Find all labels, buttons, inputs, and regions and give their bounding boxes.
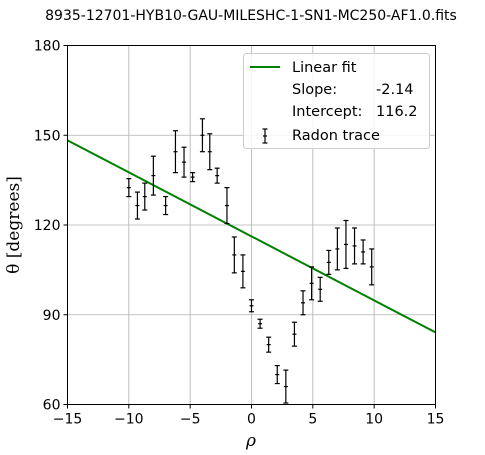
data-point-28 — [369, 248, 375, 286]
points-layer — [126, 118, 375, 404]
data-point-5 — [172, 130, 178, 174]
data-point-25 — [343, 219, 349, 269]
data-point-17 — [274, 365, 280, 385]
data-point-9 — [207, 133, 213, 171]
x-tick-label-0: −15 — [53, 412, 83, 428]
data-point-10 — [214, 167, 220, 184]
data-point-3 — [150, 155, 156, 196]
legend: Linear fit Slope: -2.14 Intercept: 116.2… — [243, 53, 430, 149]
data-point-22 — [317, 276, 323, 302]
y-tick-label-4: 180 — [34, 39, 61, 55]
legend-fit-label: Linear fit — [292, 60, 357, 76]
fit-layer — [67, 139, 436, 334]
data-point-18 — [283, 369, 289, 404]
data-point-23 — [326, 249, 332, 275]
data-point-14 — [249, 299, 254, 313]
x-tick-label-2: −5 — [180, 412, 201, 428]
data-point-16 — [266, 336, 272, 353]
legend-slope-value: -2.14 — [376, 82, 414, 98]
data-point-15 — [257, 318, 263, 329]
legend-intercept-label: Intercept: — [292, 104, 362, 120]
data-point-13 — [240, 254, 246, 289]
data-point-6 — [181, 146, 187, 178]
legend-slope-label: Slope: — [292, 82, 337, 98]
legend-radon-swatch — [262, 128, 268, 144]
data-point-4 — [163, 195, 169, 216]
data-point-27 — [360, 239, 366, 265]
chart-title: 8935-12701-HYB10-GAU-MILESHC-1-SN1-MC250… — [45, 8, 457, 24]
data-point-21 — [309, 266, 315, 301]
x-tick-label-1: −10 — [114, 412, 144, 428]
ticks: −15 −10 −5 0 5 10 15 60 90 120 150 180 — [34, 39, 445, 428]
data-point-7 — [190, 172, 196, 183]
y-tick-label-1: 90 — [43, 308, 61, 324]
legend-radon-label: Radon trace — [292, 128, 380, 144]
data-point-19 — [291, 321, 297, 347]
fit-line — [67, 139, 436, 334]
data-point-24 — [334, 227, 340, 271]
x-tick-label-4: 5 — [308, 412, 317, 428]
x-tick-label-3: 0 — [247, 412, 256, 428]
data-point-2 — [142, 182, 148, 211]
data-point-1 — [134, 191, 140, 220]
data-point-26 — [352, 227, 358, 265]
x-tick-label-5: 10 — [365, 412, 383, 428]
data-point-0 — [126, 178, 132, 198]
y-tick-label-3: 150 — [34, 128, 61, 144]
y-tick-label-0: 60 — [43, 398, 61, 414]
data-point-12 — [231, 236, 237, 274]
data-point-20 — [300, 290, 306, 316]
y-tick-label-2: 120 — [34, 218, 61, 234]
legend-box — [243, 53, 430, 149]
x-tick-label-6: 15 — [427, 412, 445, 428]
y-axis-label: θ [degrees] — [4, 176, 24, 274]
x-axis-label: ρ — [245, 431, 256, 451]
data-point-11 — [224, 187, 230, 225]
data-point-8 — [199, 118, 205, 153]
legend-intercept-value: 116.2 — [376, 104, 418, 120]
